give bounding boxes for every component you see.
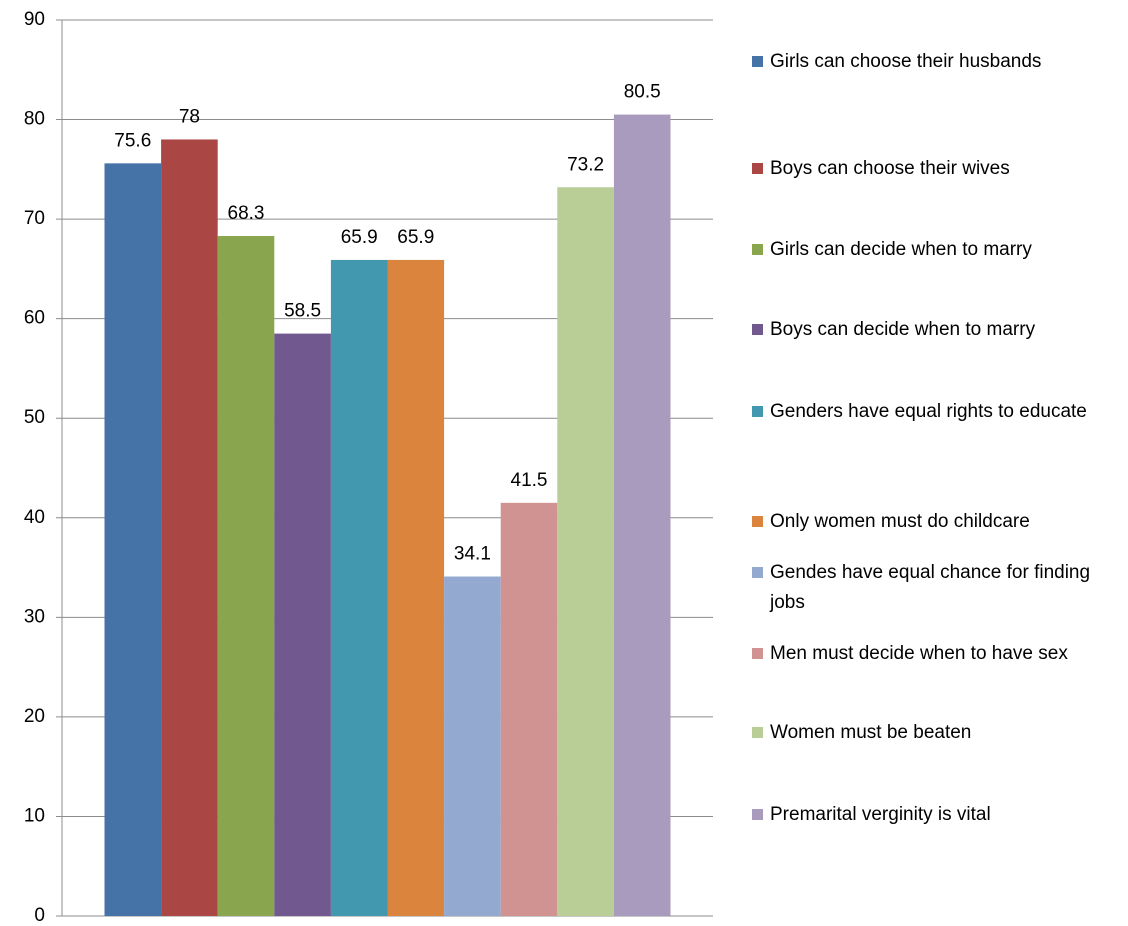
data-label: 65.9 — [341, 227, 378, 248]
y-tick-label: 80 — [24, 109, 45, 130]
data-label: 78 — [179, 106, 200, 127]
data-label: 80.5 — [624, 82, 661, 103]
y-tick-label: 0 — [34, 905, 45, 926]
data-label: 68.3 — [228, 203, 265, 224]
legend-label: Premarital verginity is vital — [770, 804, 991, 825]
legend-swatch — [752, 406, 763, 417]
legend-item: Only women must do childcare — [752, 507, 1102, 537]
legend-swatch — [752, 567, 763, 578]
y-tick-label: 20 — [24, 706, 45, 727]
legend-label: Women must be beaten — [770, 722, 972, 743]
y-tick-label: 60 — [24, 308, 45, 329]
data-label: 73.2 — [567, 154, 604, 175]
legend-item: Women must be beaten — [752, 718, 1102, 748]
bar — [613, 114, 671, 917]
data-label: 65.9 — [397, 227, 434, 248]
legend-item: Premarital verginity is vital — [752, 800, 1102, 830]
y-tick-label: 10 — [24, 805, 45, 826]
legend-swatch — [752, 324, 763, 335]
bar — [387, 259, 445, 916]
legend-label: Genders have equal rights to educate — [770, 401, 1087, 422]
bar — [274, 333, 331, 917]
bar — [557, 187, 614, 917]
legend-item: Boys can choose their wives — [752, 154, 1102, 184]
legend-label: Only women must do childcare — [770, 511, 1030, 532]
y-tick-label: 90 — [24, 9, 45, 30]
bar — [330, 259, 388, 916]
legend-item: Girls can choose their husbands — [752, 47, 1102, 77]
legend-item: Boys can decide when to marry — [752, 315, 1102, 345]
y-tick-label: 50 — [24, 407, 45, 428]
legend-item: Genders have equal rights to educate — [752, 397, 1102, 427]
bar — [500, 502, 558, 916]
data-label: 75.6 — [114, 130, 151, 151]
legend-label: Boys can decide when to marry — [770, 319, 1036, 340]
bar — [161, 139, 218, 916]
legend-swatch — [752, 163, 763, 174]
data-label: 41.5 — [511, 470, 548, 491]
legend-item: Gendes have equal chance for finding job… — [752, 558, 1102, 618]
legend-swatch — [752, 56, 763, 67]
y-tick-label: 30 — [24, 606, 45, 627]
legend-swatch — [752, 244, 763, 255]
legend-item: Girls can decide when to marry — [752, 235, 1102, 265]
legend-swatch — [752, 648, 763, 659]
legend-label: Boys can choose their wives — [770, 158, 1010, 179]
data-label: 58.5 — [284, 301, 321, 322]
bar — [217, 236, 275, 917]
legend-label: Girls can decide when to marry — [770, 239, 1032, 260]
bar — [444, 576, 501, 916]
legend-swatch — [752, 727, 763, 738]
legend-item: Men must decide when to have sex — [752, 639, 1102, 669]
y-tick-label: 40 — [24, 507, 45, 528]
y-tick-label: 70 — [24, 208, 45, 229]
legend-label: Gendes have equal chance for finding job… — [770, 562, 1091, 613]
legend-label: Men must decide when to have sex — [770, 643, 1068, 664]
bar — [104, 163, 162, 917]
data-label: 34.1 — [454, 544, 491, 565]
legend-label: Girls can choose their husbands — [770, 51, 1042, 72]
legend-swatch — [752, 516, 763, 527]
legend-swatch — [752, 809, 763, 820]
